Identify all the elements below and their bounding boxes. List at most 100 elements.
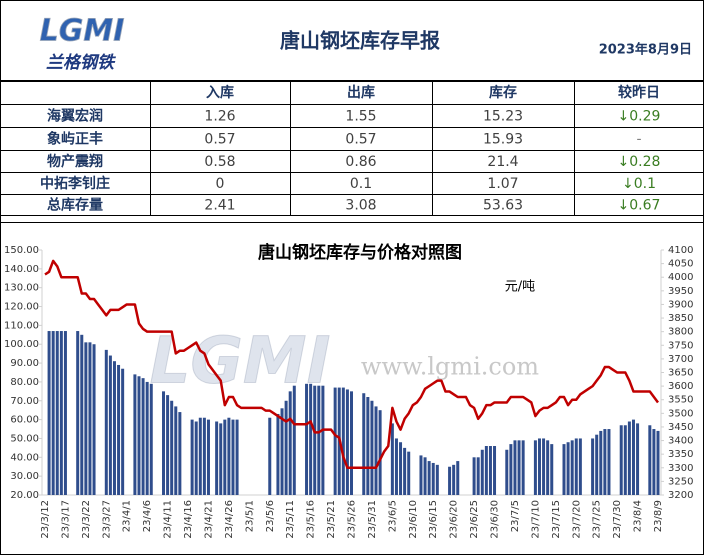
table-cell: 53.63 xyxy=(483,198,523,214)
bar xyxy=(599,430,603,495)
table-cell: 3.08 xyxy=(345,198,376,214)
bar xyxy=(480,449,484,495)
y2-tick-label: 3850 xyxy=(668,313,693,324)
watermark-logo: LGMI xyxy=(150,325,331,399)
y2-tick-label: 4100 xyxy=(668,245,693,256)
x-tick-label: 23/5/31 xyxy=(367,500,378,539)
x-tick-label: 23/7/10 xyxy=(530,500,541,539)
bar xyxy=(235,419,239,495)
y-tick-label: 60.00 xyxy=(10,415,39,426)
x-tick-label: 23/3/27 xyxy=(101,500,112,539)
bar xyxy=(288,391,292,495)
bar xyxy=(345,389,349,495)
bar xyxy=(117,364,121,495)
bar xyxy=(215,421,219,495)
bar xyxy=(145,381,149,495)
y-tick-label: 90.00 xyxy=(10,358,39,369)
bar xyxy=(407,451,411,495)
bar xyxy=(533,440,537,495)
x-tick-label: 23/3/22 xyxy=(81,500,92,539)
report-title: 唐山钢坯库存早报 xyxy=(280,29,440,53)
bar xyxy=(546,440,550,495)
bar xyxy=(452,464,456,495)
y2-tick-label: 3450 xyxy=(668,422,693,433)
bar xyxy=(550,444,554,495)
x-tick-label: 23/5/11 xyxy=(285,500,296,539)
y-tick-label: 120.00 xyxy=(4,302,39,313)
y-tick-label: 110.00 xyxy=(4,320,39,331)
table-cell: 1.55 xyxy=(345,109,376,125)
bar xyxy=(423,457,427,495)
bar xyxy=(284,400,288,495)
x-tick-label: 23/8/9 xyxy=(653,500,664,532)
y-tick-label: 30.00 xyxy=(10,471,39,482)
bar xyxy=(341,387,345,495)
y2-tick-label: 3400 xyxy=(668,436,693,447)
table-cell: 0.1 xyxy=(350,176,372,192)
bar xyxy=(509,444,513,495)
y2-tick-label: 3550 xyxy=(668,395,693,406)
y-tick-label: 70.00 xyxy=(10,396,39,407)
y-tick-label: 100.00 xyxy=(4,339,39,350)
report-date: 2023年8月9日 xyxy=(599,42,692,58)
bar xyxy=(198,417,202,495)
bar xyxy=(47,331,51,495)
table-cell: 15.23 xyxy=(483,109,523,125)
y2-tick-label: 3900 xyxy=(668,299,693,310)
bar xyxy=(484,446,488,495)
bar xyxy=(542,438,546,495)
bar xyxy=(374,406,378,495)
bar xyxy=(76,331,80,495)
table-cell: ↓0.67 xyxy=(618,198,661,214)
bar xyxy=(521,440,525,495)
y-tick-label: 80.00 xyxy=(10,377,39,388)
unit-label: 元/吨 xyxy=(505,280,535,295)
bar xyxy=(619,425,623,495)
x-tick-label: 23/6/20 xyxy=(449,500,460,539)
column-header: 入库 xyxy=(206,84,234,101)
brand: 兰格钢铁 xyxy=(46,53,117,73)
y2-tick-label: 3500 xyxy=(668,408,693,419)
bar xyxy=(476,457,480,495)
column-header: 出库 xyxy=(347,84,375,101)
bar xyxy=(280,408,284,495)
bar xyxy=(607,429,611,495)
bar xyxy=(591,438,595,495)
bar xyxy=(427,461,431,495)
bar xyxy=(227,417,231,495)
bar xyxy=(472,457,476,495)
table-cell: 1.26 xyxy=(204,109,235,125)
bar xyxy=(162,391,166,495)
table-cell: 0.58 xyxy=(204,154,235,170)
y-tick-label: 50.00 xyxy=(10,433,39,444)
price-line xyxy=(44,259,659,470)
y2-tick-label: 3950 xyxy=(668,286,693,297)
bar xyxy=(627,421,631,495)
x-tick-label: 23/5/1 xyxy=(244,500,255,532)
logo: LGMI xyxy=(40,14,125,49)
y-tick-label: 40.00 xyxy=(10,452,39,463)
x-tick-label: 23/7/5 xyxy=(510,500,521,532)
bar xyxy=(276,413,280,495)
column-header: 库存 xyxy=(489,84,517,101)
x-tick-label: 23/5/6 xyxy=(265,500,276,532)
bar xyxy=(321,385,325,495)
bar xyxy=(648,425,652,495)
bar xyxy=(362,393,366,495)
y2-tick-label: 3650 xyxy=(668,368,693,379)
y2-tick-label: 3700 xyxy=(668,354,693,365)
table-cell: 2.41 xyxy=(204,198,235,214)
x-tick-label: 23/4/21 xyxy=(203,500,214,539)
table-cell: ↓0.29 xyxy=(618,109,661,125)
y-tick-label: 130.00 xyxy=(4,283,39,294)
bar xyxy=(84,342,88,495)
bar xyxy=(631,419,635,495)
y2-tick-label: 4000 xyxy=(668,272,693,283)
x-tick-label: 23/4/6 xyxy=(142,500,153,532)
bar xyxy=(231,419,235,495)
bar xyxy=(178,412,182,495)
x-tick-label: 23/3/17 xyxy=(60,500,71,539)
row-label: 海翼宏润 xyxy=(47,108,103,125)
bar xyxy=(578,438,582,495)
x-tick-label: 23/7/20 xyxy=(571,500,582,539)
